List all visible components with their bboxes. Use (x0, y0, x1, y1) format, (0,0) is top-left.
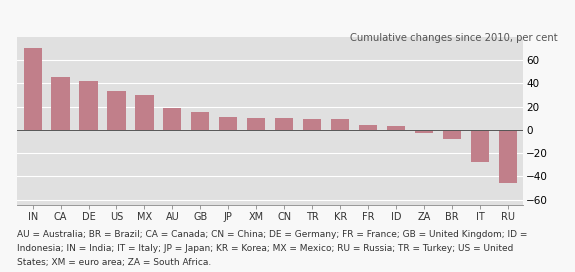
Bar (499, 130, 517, 183)
Bar (275, 118, 293, 130)
Bar (331, 119, 349, 130)
Bar (108, 91, 125, 130)
Bar (191, 112, 209, 130)
Bar (443, 130, 461, 139)
Bar (52, 78, 70, 130)
Bar (303, 119, 321, 130)
Text: Indonesia; IN = India; IT = Italy; JP = Japan; KR = Korea; MX = Mexico; RU = Rus: Indonesia; IN = India; IT = Italy; JP = … (17, 244, 513, 253)
Bar (359, 125, 377, 130)
Bar (415, 130, 433, 133)
Text: States; XM = euro area; ZA = South Africa.: States; XM = euro area; ZA = South Afric… (17, 258, 212, 267)
Bar (387, 126, 405, 130)
Text: AU = Australia; BR = Brazil; CA = Canada; CN = China; DE = Germany; FR = France;: AU = Australia; BR = Brazil; CA = Canada… (17, 230, 528, 239)
Bar (219, 117, 237, 130)
Bar (24, 48, 42, 130)
Bar (471, 130, 489, 162)
Bar (247, 118, 265, 130)
Bar (79, 81, 98, 130)
Text: Cumulative changes since 2010, per cent: Cumulative changes since 2010, per cent (350, 33, 558, 43)
Bar (135, 95, 154, 130)
Bar (163, 108, 182, 130)
